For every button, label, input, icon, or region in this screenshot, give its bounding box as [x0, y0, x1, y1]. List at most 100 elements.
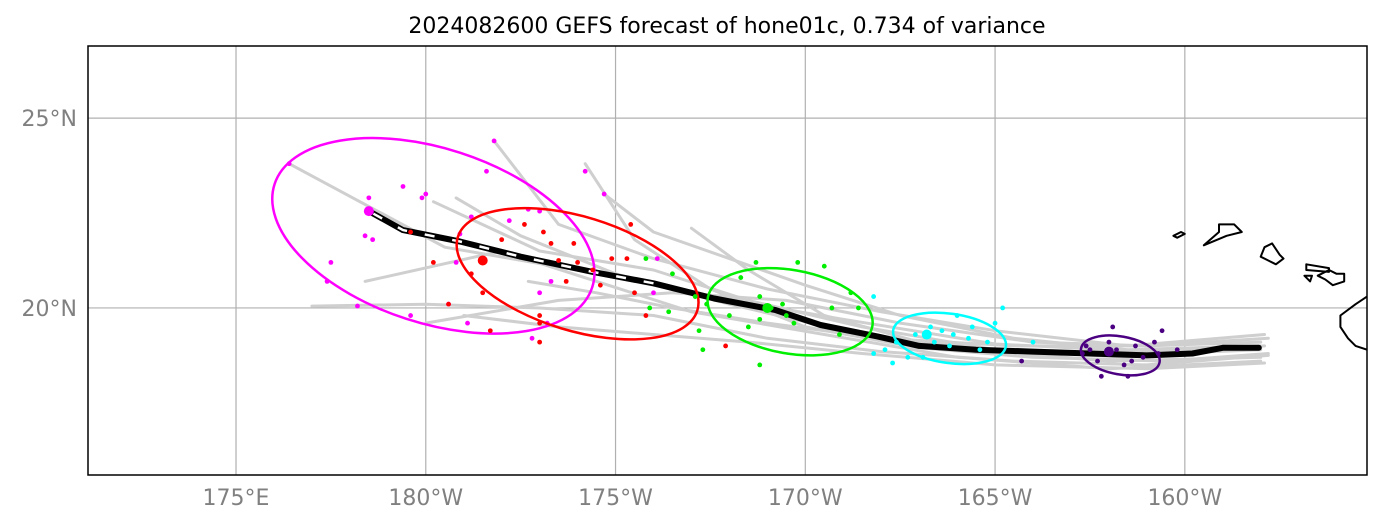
- member-position-dot: [556, 258, 562, 263]
- member-position-dot: [1110, 324, 1116, 330]
- member-position-dot: [905, 354, 911, 360]
- member-position-dot: [1152, 339, 1157, 345]
- member-position-dot: [366, 195, 372, 201]
- member-position-dot: [1121, 362, 1127, 368]
- member-position-dot: [783, 313, 789, 318]
- member-position-dot: [726, 313, 732, 318]
- member-position-dot: [453, 259, 459, 265]
- x-tick-label: 170°W: [768, 486, 843, 511]
- hawaiian-islands-coastline: [1172, 223, 1367, 351]
- member-position-dot: [757, 316, 763, 322]
- forecast-snapshot: [643, 256, 874, 368]
- member-position-dot: [506, 218, 512, 224]
- member-position-dot: [632, 290, 637, 296]
- member-position-dot: [548, 278, 554, 284]
- x-axis-ticks: 175°E 180°W 175°W 170°W 165°W 160°W: [203, 486, 1223, 511]
- member-position-dot: [780, 301, 785, 307]
- member-position-dot: [1129, 358, 1135, 364]
- member-position-dot: [408, 313, 413, 318]
- member-position-dot: [670, 271, 675, 277]
- member-position-dot: [499, 237, 505, 243]
- member-position-dot: [491, 138, 497, 144]
- member-position-dot: [985, 339, 990, 345]
- member-position-dot: [1106, 339, 1112, 345]
- member-position-dot: [947, 343, 952, 349]
- mean-position-marker: [921, 329, 932, 340]
- island-outline: [1172, 231, 1186, 239]
- member-position-dot: [795, 259, 801, 265]
- member-track: [526, 279, 1270, 348]
- member-position-dot: [931, 339, 937, 345]
- member-position-dot: [871, 294, 877, 299]
- x-tick-label: 175°W: [578, 486, 653, 511]
- member-position-dot: [1174, 347, 1180, 353]
- member-position-dot: [480, 290, 486, 296]
- member-position-dot: [643, 313, 649, 318]
- member-position-dot: [286, 161, 292, 167]
- member-position-dot: [700, 347, 706, 353]
- member-position-dot: [537, 320, 543, 326]
- member-position-dot: [1125, 373, 1131, 379]
- member-position-dot: [893, 339, 899, 345]
- member-position-dot: [465, 320, 470, 326]
- member-position-dot: [654, 256, 660, 262]
- member-position-dot: [871, 351, 877, 356]
- member-position-dot: [590, 267, 596, 273]
- member-position-dot: [882, 347, 888, 353]
- member-position-dot: [430, 259, 436, 265]
- member-position-dot: [821, 263, 827, 269]
- graticule: [88, 46, 1367, 475]
- member-position-dot: [355, 303, 360, 309]
- plot-frame: [87, 45, 1368, 476]
- member-track: [310, 302, 1270, 367]
- uncertainty-ellipse: [1079, 334, 1161, 377]
- member-position-dot: [601, 191, 607, 197]
- member-tracks: [287, 139, 1270, 371]
- island-outline: [1339, 295, 1367, 351]
- mean-position-marker: [363, 206, 374, 217]
- forecast-snapshot: [408, 206, 729, 349]
- member-position-dot: [920, 354, 926, 360]
- member-position-dot: [757, 294, 763, 299]
- uncertainty-ellipse: [706, 266, 874, 357]
- member-position-dot: [1133, 343, 1138, 349]
- member-position-dot: [928, 324, 933, 330]
- member-position-dot: [704, 301, 710, 307]
- member-position-dot: [537, 290, 543, 296]
- member-position-dot: [837, 332, 842, 337]
- member-position-dot: [1083, 343, 1089, 349]
- member-position-dot: [563, 278, 569, 284]
- member-position-dot: [423, 191, 429, 197]
- ensemble-mean-track: [365, 208, 1262, 359]
- member-position-dot: [791, 320, 797, 326]
- member-position-dot: [723, 343, 729, 349]
- member-position-dot: [537, 339, 543, 345]
- member-position-dot: [575, 259, 580, 265]
- forecast-snapshots: [271, 136, 1180, 379]
- uncertainty-ellipse: [891, 311, 1008, 366]
- member-position-dot: [848, 290, 854, 296]
- member-position-dot: [651, 290, 656, 296]
- member-position-dot: [446, 301, 451, 307]
- x-tick-label: 160°W: [1147, 486, 1222, 511]
- member-position-dot: [912, 332, 918, 337]
- plot-area: [87, 45, 1368, 476]
- member-position-dot: [757, 362, 763, 368]
- member-position-dot: [370, 237, 376, 243]
- member-position-dot: [1087, 347, 1093, 353]
- mean-position-marker: [477, 255, 488, 266]
- member-position-dot: [969, 324, 975, 330]
- member-position-dot: [643, 256, 649, 262]
- member-position-dot: [419, 195, 425, 201]
- member-position-dot: [484, 168, 489, 174]
- member-position-dot: [571, 241, 577, 246]
- member-position-dot: [753, 259, 759, 265]
- x-tick-label: 165°W: [958, 486, 1033, 511]
- y-axis-ticks: 20°N 25°N: [22, 107, 77, 322]
- member-position-dot: [408, 229, 413, 235]
- x-tick-label: 175°E: [203, 486, 270, 511]
- island-outline: [1259, 242, 1285, 266]
- member-position-dot: [1000, 305, 1006, 311]
- member-position-dot: [1159, 328, 1165, 334]
- y-tick-label: 25°N: [22, 107, 77, 132]
